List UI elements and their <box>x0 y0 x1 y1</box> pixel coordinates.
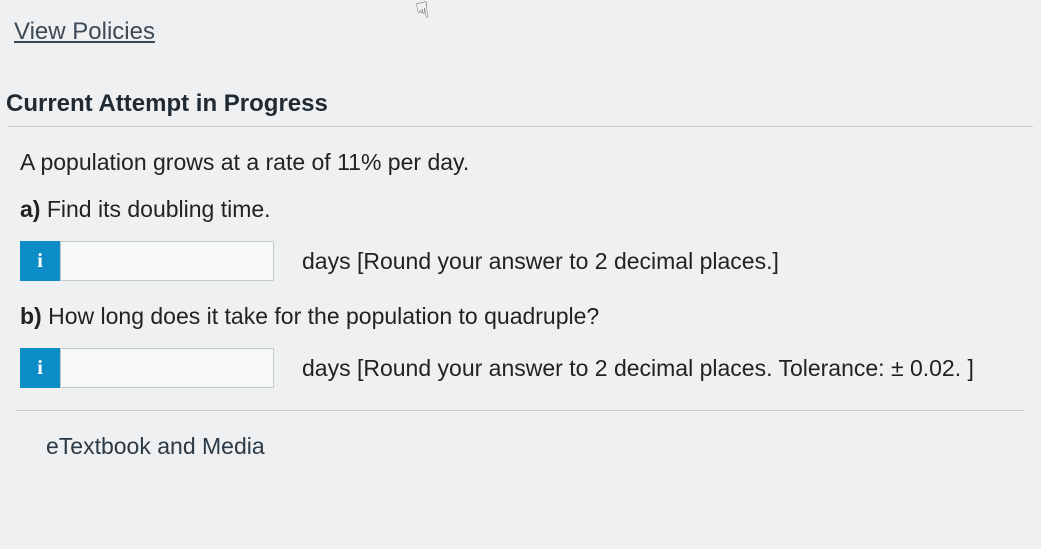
part-b-prefix: b) <box>20 303 42 329</box>
resources-section: eTextbook and Media <box>16 410 1025 460</box>
question-page: View Policies Current Attempt in Progres… <box>0 0 1041 460</box>
part-a-hint: days [Round your answer to 2 decimal pla… <box>302 248 779 275</box>
part-a-prefix: a) <box>20 196 40 222</box>
part-b-hint: days [Round your answer to 2 decimal pla… <box>302 355 974 382</box>
part-a-answer-row: i days [Round your answer to 2 decimal p… <box>20 241 1025 281</box>
question-intro: A population grows at a rate of 11% per … <box>20 149 1025 176</box>
part-b-answer-row: i days [Round your answer to 2 decimal p… <box>20 348 1025 388</box>
part-b-label: b) How long does it take for the populat… <box>20 303 1025 330</box>
etextbook-link[interactable]: eTextbook and Media <box>46 433 265 459</box>
attempt-heading: Current Attempt in Progress <box>6 90 1033 118</box>
part-b-input[interactable] <box>60 348 274 388</box>
part-b-text: How long does it take for the population… <box>42 303 600 329</box>
part-a-label: a) Find its doubling time. <box>20 196 1025 223</box>
part-a-input[interactable] <box>60 241 274 281</box>
part-a-text: Find its doubling time. <box>40 196 270 222</box>
view-policies-link[interactable]: View Policies <box>14 18 155 46</box>
info-icon[interactable]: i <box>20 241 60 281</box>
question-container: A population grows at a rate of 11% per … <box>8 126 1033 460</box>
info-icon[interactable]: i <box>20 348 60 388</box>
